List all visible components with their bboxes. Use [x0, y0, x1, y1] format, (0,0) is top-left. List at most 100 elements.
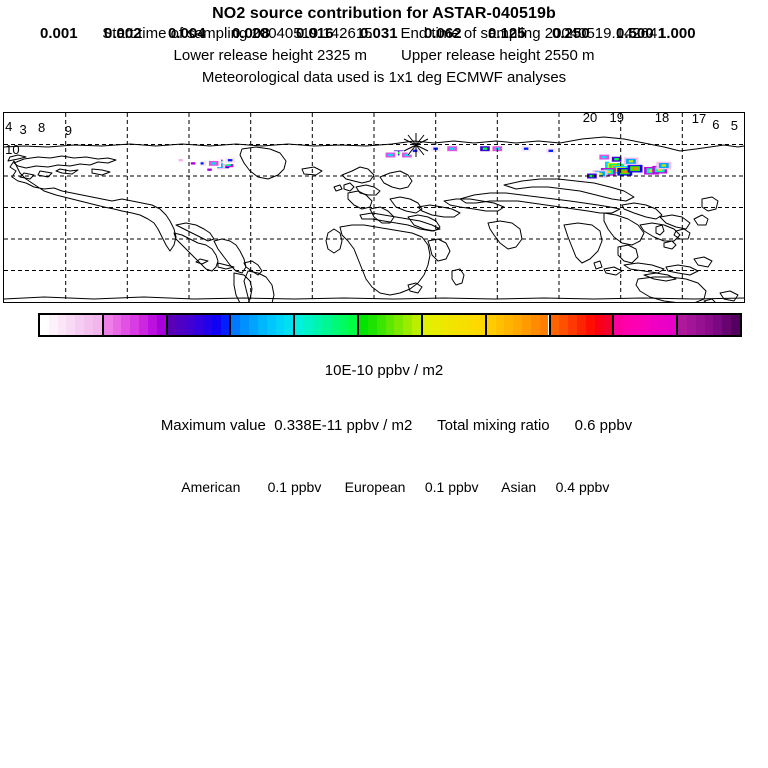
- colorbar-step: [367, 315, 377, 335]
- upper-release-label: Upper release height: [401, 47, 541, 64]
- trajectory-day-label: 9: [64, 122, 72, 138]
- spacer: [266, 417, 274, 434]
- upper-release-value: 2550 m: [544, 47, 595, 64]
- colorbar-step: [722, 315, 732, 335]
- concentration-cell: [199, 162, 204, 165]
- colorbar-step: [385, 315, 395, 335]
- spacer: [412, 417, 437, 434]
- colorbar-step: [376, 315, 386, 335]
- colorbar-step: [339, 315, 349, 335]
- colorbar-gradient: [38, 313, 742, 337]
- colorbar-step: [202, 315, 212, 335]
- concentration-cell: [589, 174, 595, 178]
- concentration-cell: [597, 172, 603, 176]
- colorbar-step: [550, 315, 560, 335]
- region-american-label: American: [181, 479, 241, 495]
- trajectory-day-label: 6: [712, 116, 720, 132]
- figure-header: NO2 source contribution for ASTAR-040519…: [0, 0, 768, 89]
- concentration-cell: [404, 153, 410, 157]
- colorbar: [38, 313, 742, 337]
- spacer: [536, 479, 555, 495]
- trajectory-day-label: 3: [19, 121, 27, 137]
- colorbar-step: [121, 315, 131, 335]
- start-time-label: Start time of sampling: [102, 25, 248, 42]
- colorbar-step: [240, 315, 250, 335]
- colorbar-step: [257, 315, 267, 335]
- concentration-cell: [449, 147, 455, 150]
- concentration-cell: [614, 158, 619, 161]
- spacer: [550, 417, 575, 434]
- colorbar-tick-label: 0.500: [616, 25, 654, 42]
- region-european-label: European: [344, 479, 406, 495]
- colorbar-step: [614, 315, 624, 335]
- colorbar-step: [112, 315, 122, 335]
- trajectory-day-label: 8: [38, 119, 46, 135]
- colorbar-segment: [614, 315, 679, 335]
- colorbar-step: [422, 315, 432, 335]
- map-graticule: [4, 113, 744, 302]
- colorbar-tick-label: 0.125: [488, 25, 526, 42]
- colorbar-step: [678, 315, 687, 335]
- colorbar-step: [667, 315, 677, 335]
- trajectory-day-label: 18: [654, 112, 670, 126]
- colorbar-step: [266, 315, 276, 335]
- lower-release-value: 2325 m: [316, 47, 367, 64]
- concentration-cell: [523, 147, 529, 150]
- colorbar-step: [48, 315, 58, 335]
- colorbar-step: [103, 315, 113, 335]
- colorbar-step: [431, 315, 441, 335]
- stats-row-regions: American 0.1 ppbv European 0.1 ppbv Asia…: [0, 457, 768, 517]
- concentration-cell: [211, 162, 216, 165]
- colorbar-step: [275, 315, 285, 335]
- backward-trajectory: [4, 133, 744, 157]
- colorbar-step: [321, 315, 331, 335]
- concentration-cells: [173, 144, 672, 180]
- colorbar-segment: [103, 315, 168, 335]
- trajectory-day-label: 17: [691, 112, 707, 127]
- page-title: NO2 source contribution for ASTAR-040519…: [212, 5, 556, 22]
- colorbar-tick-label: 0.250: [552, 25, 590, 42]
- end-time-value: 20040519.142641: [544, 25, 666, 42]
- total-mixing-ratio-value: 0.6 ppbv: [574, 417, 633, 434]
- colorbar-step: [658, 315, 668, 335]
- trajectory-day-label: 5: [730, 117, 738, 133]
- colorbar-segment: [231, 315, 296, 335]
- colorbar-segment: [422, 315, 487, 335]
- colorbar-step: [631, 315, 641, 335]
- concentration-cell: [207, 168, 212, 171]
- colorbar-step: [66, 315, 76, 335]
- colorbar-step: [649, 315, 659, 335]
- concentration-cell: [178, 159, 184, 162]
- region-european-value: 0.1 ppbv: [424, 479, 479, 495]
- colorbar-step: [304, 315, 313, 335]
- colorbar-step: [403, 315, 413, 335]
- colorbar-tick-label: 0.001: [40, 25, 78, 42]
- concentration-cell: [622, 170, 628, 173]
- concentration-cell: [227, 159, 233, 162]
- colorbar-tick-label: 0.008: [232, 25, 270, 42]
- colorbar-step: [704, 315, 714, 335]
- colorbar-step: [486, 315, 496, 335]
- colorbar-step: [623, 315, 632, 335]
- colorbar-step: [467, 315, 476, 335]
- colorbar-step: [57, 315, 67, 335]
- colorbar-tick-label: 1.000: [658, 25, 696, 42]
- colorbar-step: [211, 315, 221, 335]
- colorbar-tick-label: 0.062: [424, 25, 462, 42]
- spacer: [367, 45, 401, 67]
- maximum-value: 0.338E-11 ppbv / m2: [274, 417, 413, 434]
- concentration-cell: [388, 153, 393, 157]
- colorbar-step: [348, 315, 358, 335]
- colorbar-segment: [678, 315, 740, 335]
- colorbar-step: [312, 315, 322, 335]
- map-svg: [4, 113, 744, 302]
- release-height-line: Lower release height 2325 m Upper releas…: [0, 45, 768, 67]
- coastlines: [4, 146, 744, 302]
- concentration-cell: [606, 170, 611, 173]
- colorbar-tick-label: 0.004: [168, 25, 206, 42]
- colorbar-step: [504, 315, 514, 335]
- concentration-cell: [632, 167, 638, 170]
- spacer: [405, 479, 424, 495]
- colorbar-step: [576, 315, 586, 335]
